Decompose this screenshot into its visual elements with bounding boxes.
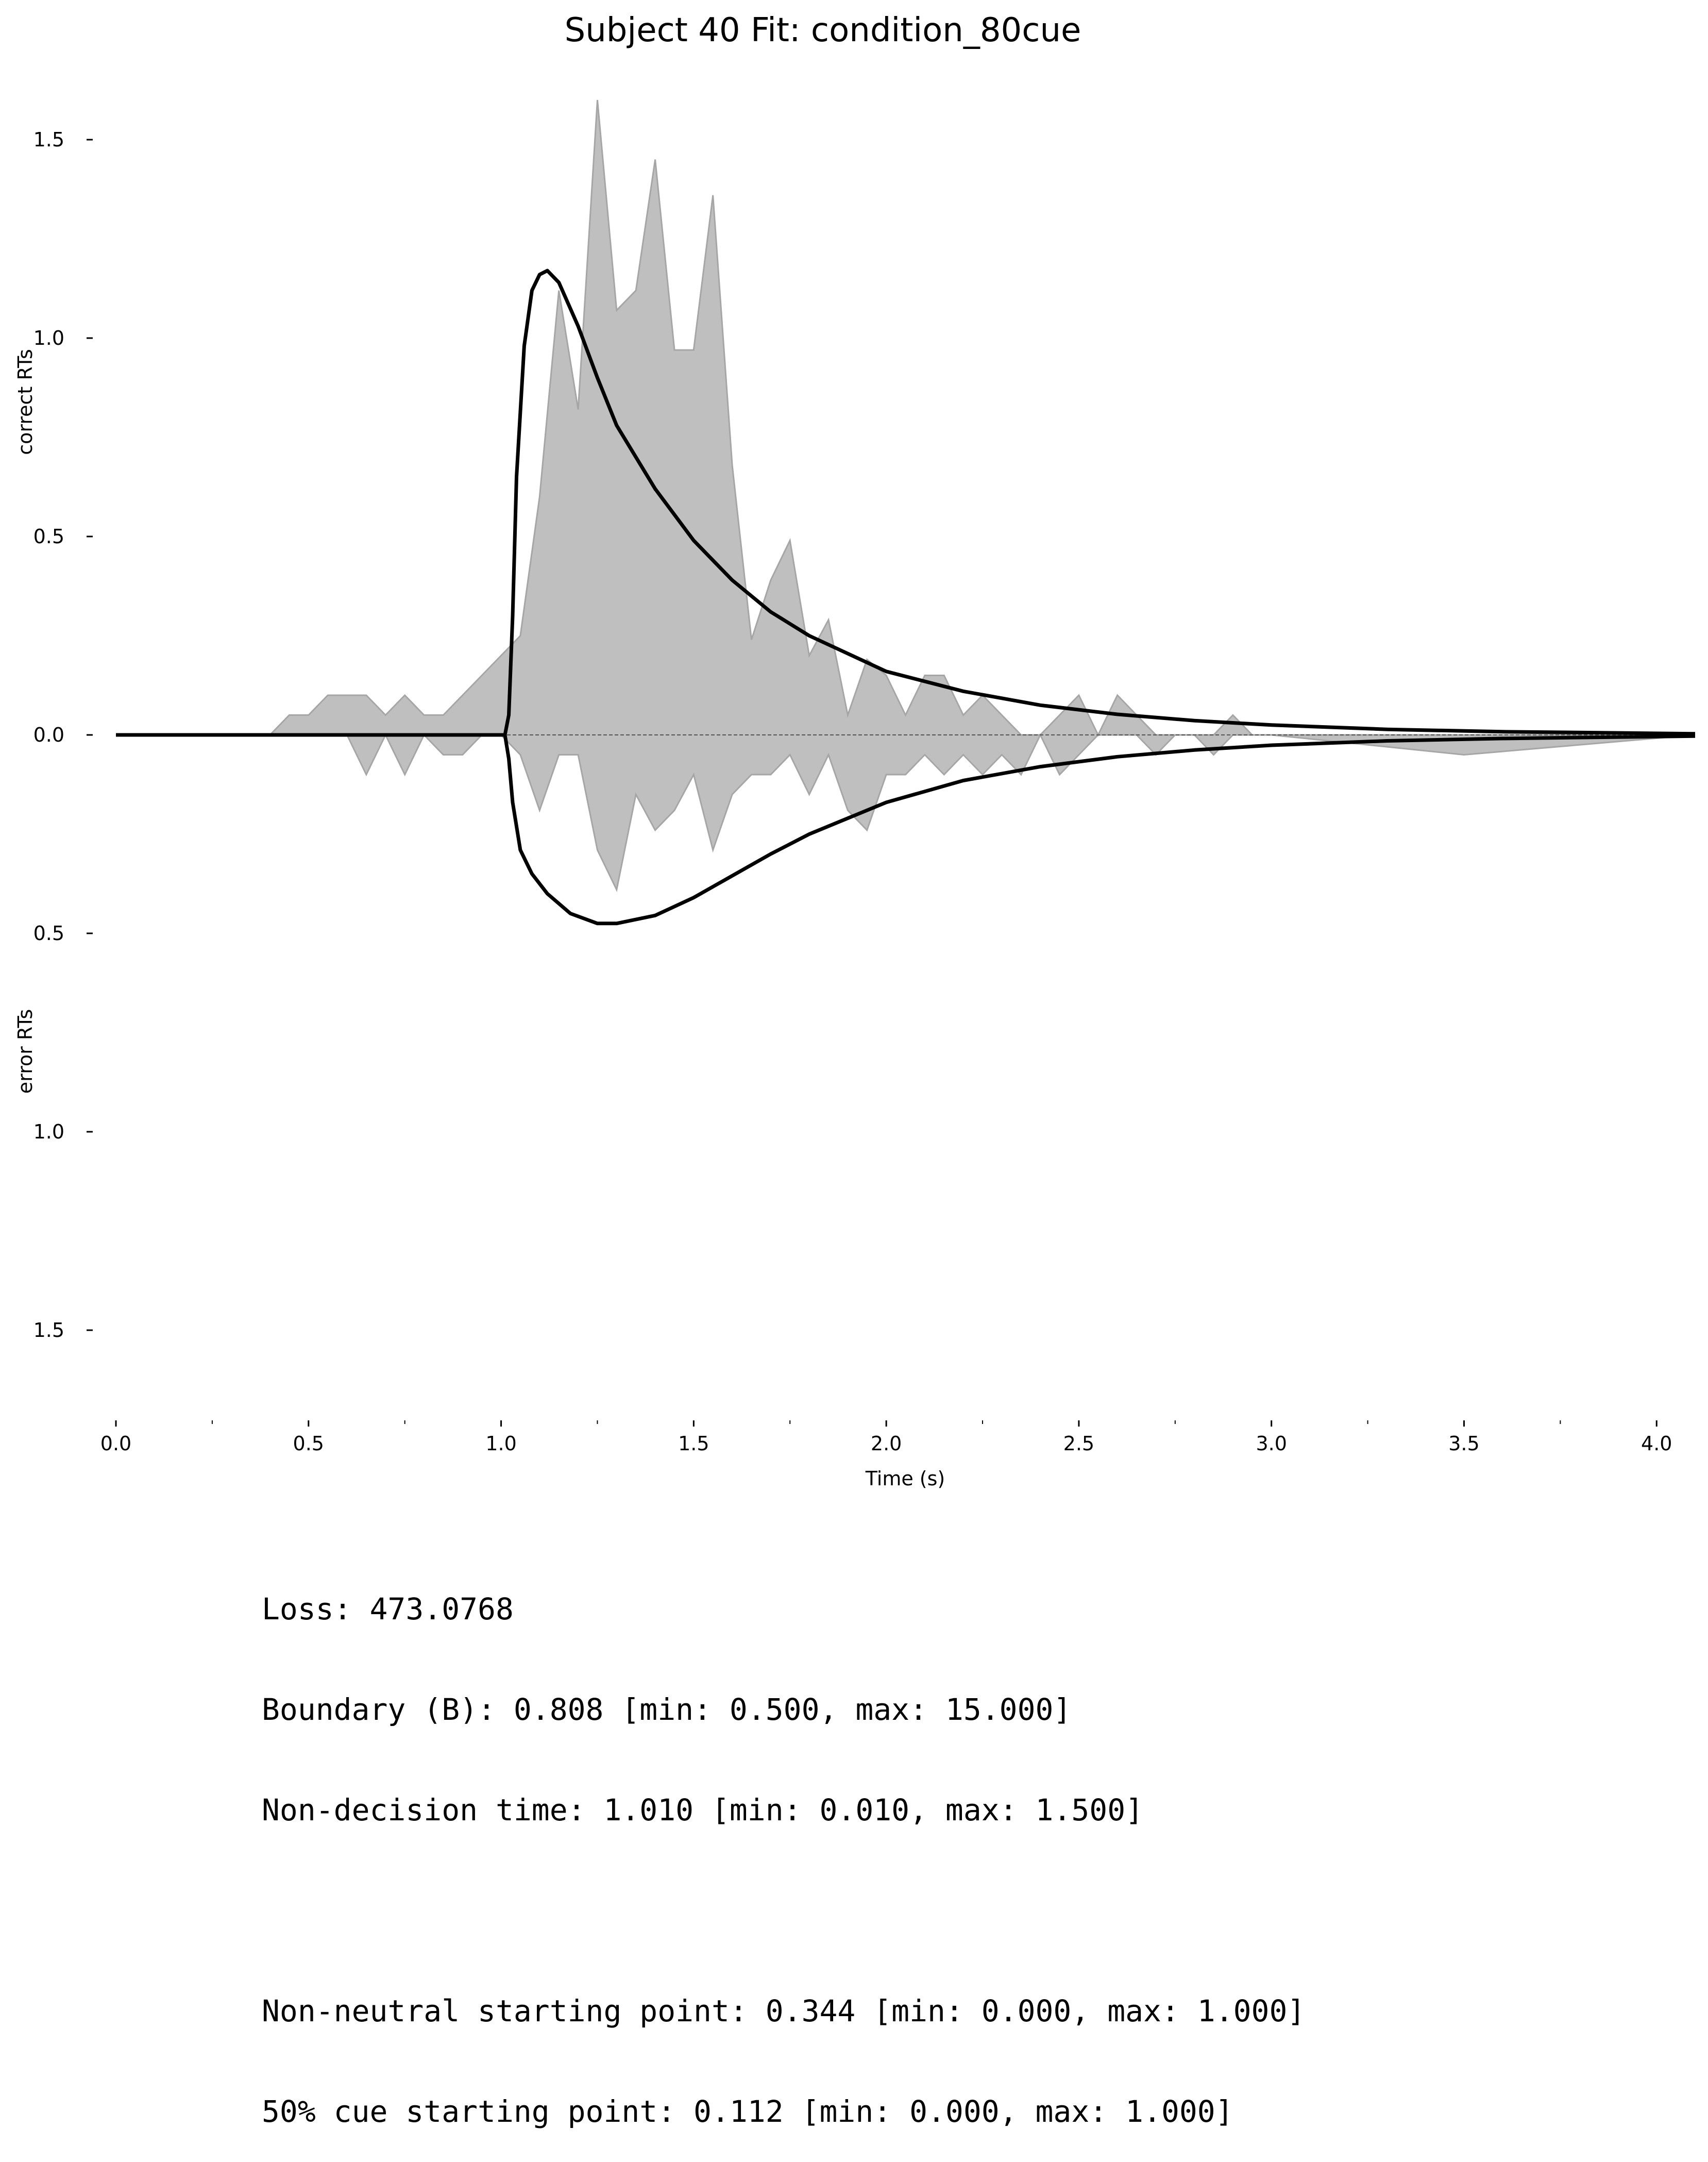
- x-tick-label: 1.0: [485, 1432, 516, 1455]
- x-tick-label: 0.0: [100, 1432, 131, 1455]
- y-tick-label: 0.5: [33, 922, 64, 945]
- fitted-density-correct-curve: [116, 269, 1696, 737]
- x-tick-label: 3.0: [1256, 1432, 1287, 1455]
- y-tick-label: 1.0: [33, 327, 64, 349]
- y-tick-label: 1.0: [33, 1120, 64, 1143]
- fitted-curves: [116, 269, 1696, 926]
- x-tick-label: 3.5: [1448, 1432, 1479, 1455]
- stat-boundary: Boundary (B): 0.808 [min: 0.500, max: 15…: [262, 1692, 1072, 1727]
- x-tick-label: 2.5: [1063, 1432, 1094, 1455]
- x-tick-label: 4.0: [1641, 1432, 1672, 1455]
- x-tick-label: 0.5: [293, 1432, 324, 1455]
- y-tick-label: 1.5: [33, 1319, 64, 1342]
- stat-50cue-starting-point: 50% cue starting point: 0.112 [min: 0.00…: [262, 2094, 1233, 2129]
- rt-histogram-area: [116, 99, 1696, 892]
- x-tick-label: 2.0: [871, 1432, 902, 1455]
- chart: Subject 40 Fit: condition_80cue 1.51.00.…: [14, 11, 1696, 1490]
- histogram-areas: [116, 99, 1696, 892]
- y-tick-label: 0.0: [33, 724, 64, 746]
- stat-nonneutral-starting-point: Non-neutral starting point: 0.344 [min: …: [262, 1993, 1306, 2029]
- y-axis-label-error: error RTs: [14, 1009, 37, 1094]
- x-axis: 0.0 0.5 1.0 1.5 2.0 2.5 3.0 3.5 4.0: [100, 1420, 1672, 1455]
- y-axis-label-correct: correct RTs: [14, 349, 37, 455]
- x-axis-label: Time (s): [865, 1467, 945, 1490]
- y-axis: 1.5 1.0 0.5 0.0 0.5 1.0 1.5: [33, 128, 93, 1342]
- x-tick-label: 1.5: [678, 1432, 709, 1455]
- stat-spacer: [262, 1894, 1305, 1928]
- y-tick-label: 1.5: [33, 128, 64, 151]
- fit-statistics: Loss: 473.0768 Boundary (B): 0.808 [min:…: [262, 1526, 1305, 2162]
- chart-title: Subject 40 Fit: condition_80cue: [565, 11, 1081, 49]
- y-tick-label: 0.5: [33, 525, 64, 548]
- fitted-density-error-curve: [116, 733, 1696, 926]
- stat-loss: Loss: 473.0768: [262, 1591, 514, 1627]
- stat-nondecision-time: Non-decision time: 1.010 [min: 0.010, ma…: [262, 1792, 1144, 1828]
